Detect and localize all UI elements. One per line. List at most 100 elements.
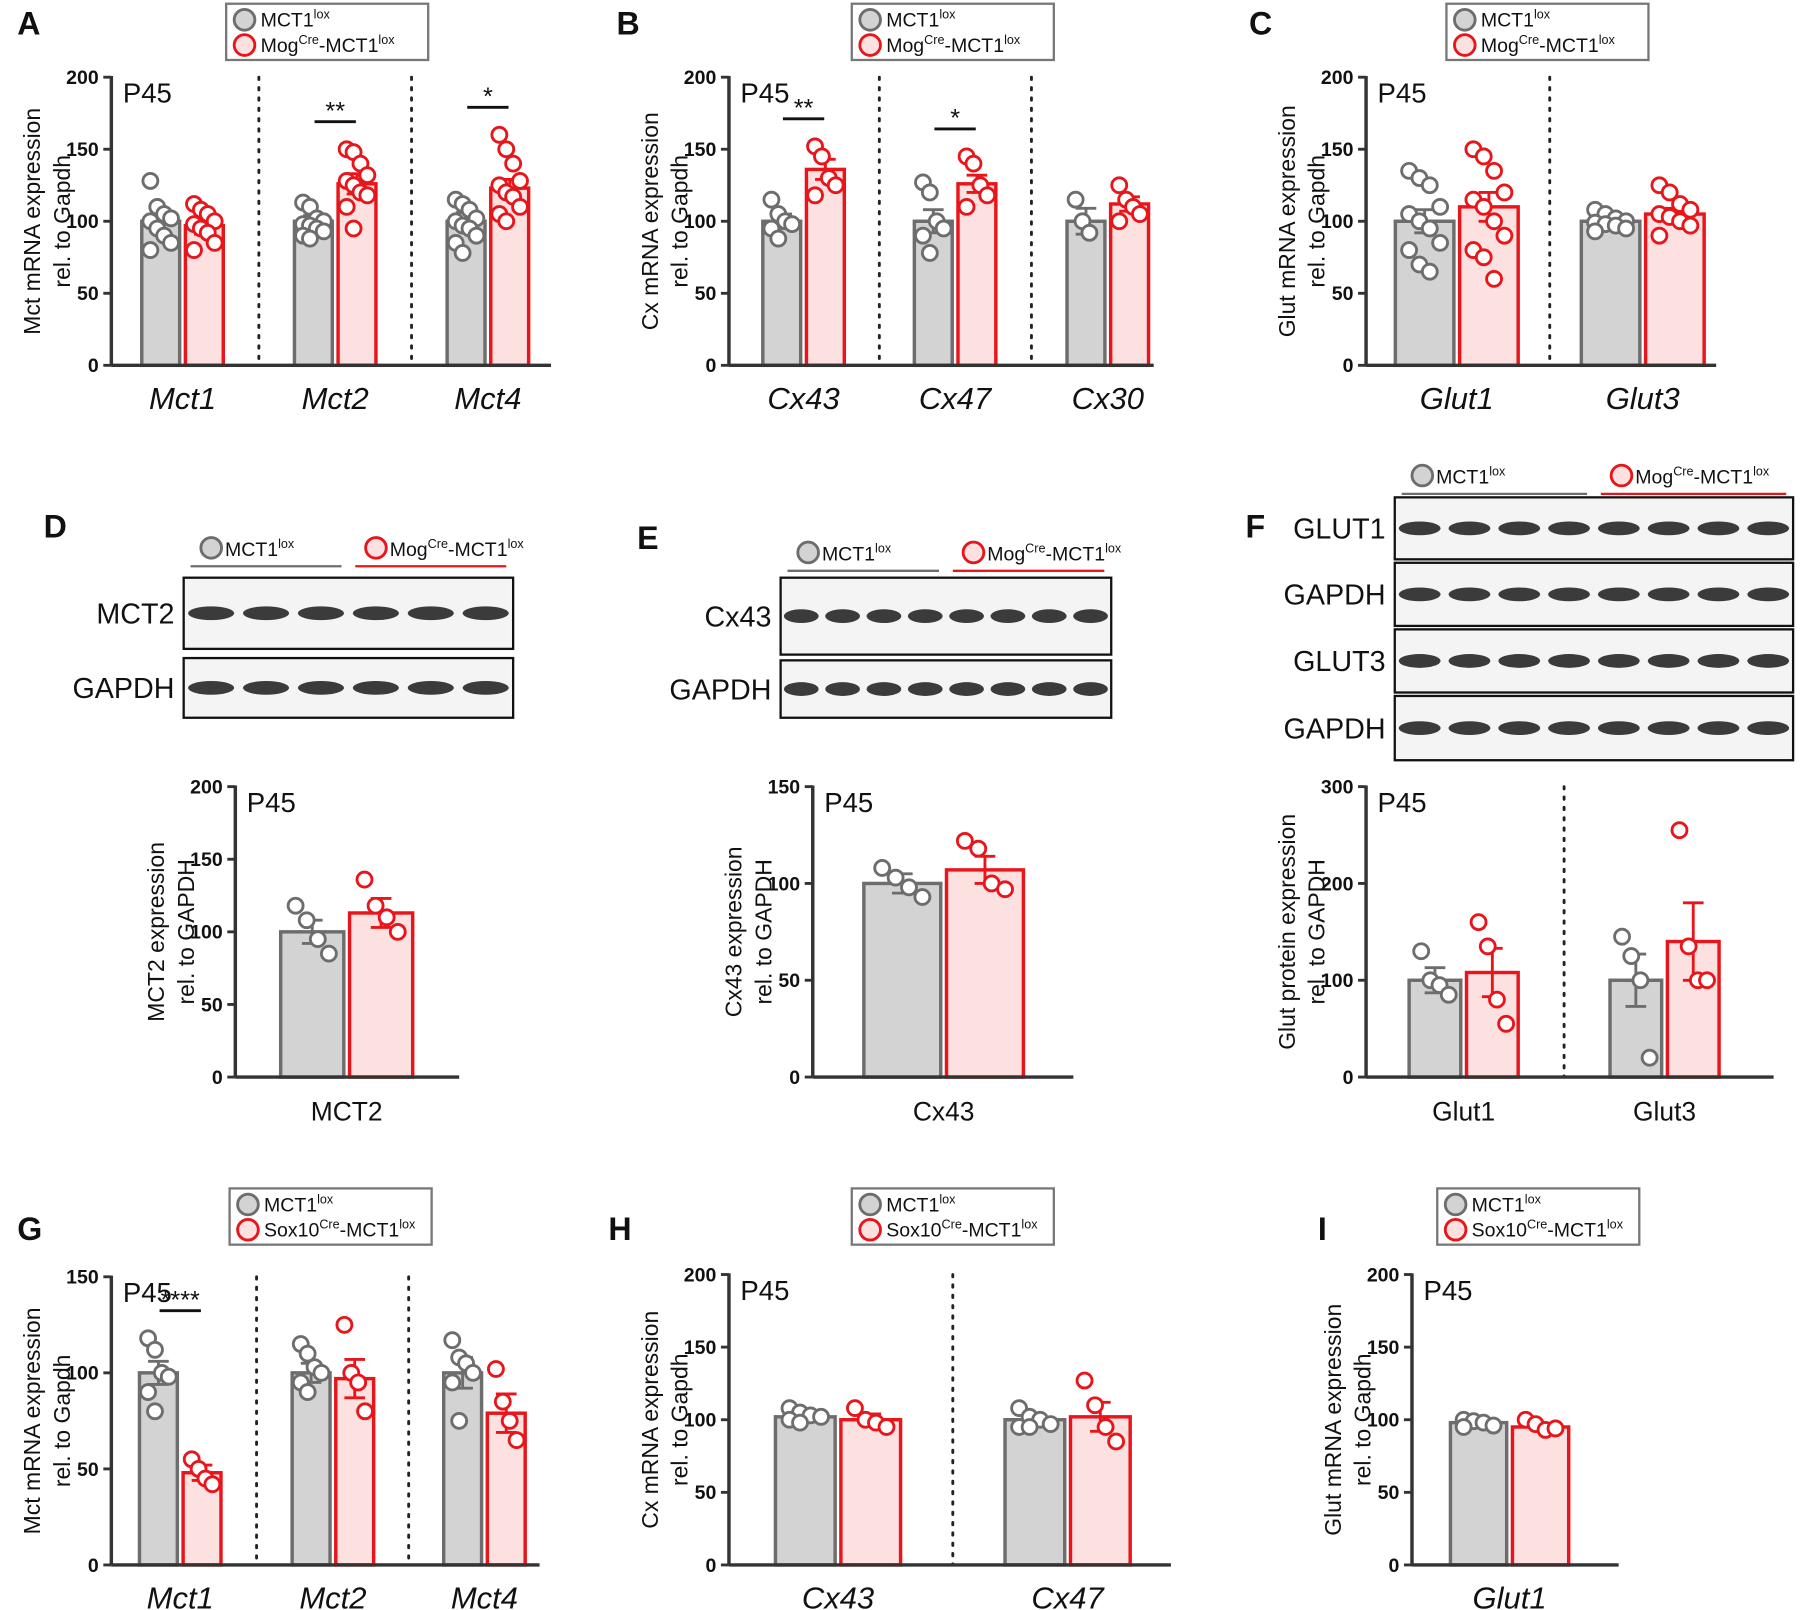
y-tick-label: 0 (1389, 1555, 1400, 1577)
legend-label: MCT1lox (886, 1192, 956, 1216)
label-part: MCT1 (264, 1194, 317, 1216)
data-point (762, 190, 781, 209)
y-axis-label: rel. to Gapdh (1304, 155, 1330, 288)
panel-letter: I (1318, 1211, 1327, 1247)
y-tick-label: 100 (1321, 970, 1354, 992)
blot-band (1597, 587, 1640, 602)
panel-letter: E (637, 520, 658, 556)
data-point (913, 888, 932, 906)
blot-band (1647, 654, 1690, 668)
data-point (298, 1383, 317, 1401)
data-point (1080, 223, 1099, 242)
legend-box (1436, 1187, 1641, 1246)
x-tick-label: Mct2 (302, 381, 369, 416)
data-point (1650, 226, 1669, 245)
legend-marker (236, 1217, 260, 1242)
label-part: Sox10 (886, 1220, 941, 1242)
data-point (297, 911, 316, 930)
subtitle: P45 (824, 787, 873, 818)
data-point (301, 229, 319, 248)
label-part: -MCT1 (1046, 543, 1106, 565)
group-marker (961, 540, 986, 565)
blot-band (462, 606, 509, 621)
blot-band (990, 682, 1026, 696)
superscript: lox (317, 1192, 334, 1206)
data-point (1640, 1048, 1659, 1067)
superscript: lox (1599, 33, 1616, 47)
legend-marker (1443, 1192, 1468, 1217)
blot-band (1448, 654, 1491, 668)
label-part: -MCT1 (1539, 35, 1599, 57)
y-tick-label: 150 (1367, 1337, 1400, 1359)
y-tick-label: 100 (684, 1410, 717, 1432)
y-tick-label: 100 (66, 1363, 99, 1385)
superscript: lox (508, 537, 525, 551)
data-point (1474, 147, 1493, 166)
blot-band (407, 681, 454, 695)
blot-band (1073, 609, 1108, 624)
superscript: Cre (1527, 1218, 1547, 1232)
legend-label: MogCre-MCT1lox (1635, 465, 1770, 489)
y-tick-label: 200 (1321, 873, 1354, 895)
blot-band (1073, 682, 1108, 696)
significance-label: * (483, 83, 493, 111)
blot-band (1031, 609, 1067, 624)
data-point (1107, 1432, 1126, 1451)
blot-band (1747, 721, 1790, 735)
legend-label: MCT1lox (1481, 8, 1551, 32)
superscript: lox (1105, 541, 1122, 555)
data-point (185, 241, 203, 259)
bar (441, 1371, 484, 1567)
group-marker (1410, 463, 1435, 488)
data-point (507, 1431, 526, 1449)
superscript: lox (314, 8, 331, 22)
superscript: Cre (924, 33, 944, 47)
data-point (1420, 262, 1439, 281)
blot-band (866, 609, 902, 624)
legend-label: MogCre-MCT1lox (261, 33, 396, 57)
superscript: Cre (428, 537, 448, 551)
blot-band (352, 681, 399, 695)
x-tick-label: Cx43 (802, 1581, 874, 1610)
data-point (1075, 1371, 1094, 1390)
legend-label: MCT1lox (886, 8, 956, 32)
data-point (511, 172, 529, 190)
bar (1579, 219, 1642, 368)
legend-label: MogCre-MCT1lox (390, 537, 525, 561)
superscript: lox (1525, 1192, 1542, 1206)
blot-band (1548, 654, 1590, 668)
data-point (1485, 212, 1503, 231)
data-point (308, 930, 327, 949)
data-point (159, 1367, 178, 1386)
data-point (286, 896, 305, 915)
bar (1003, 1418, 1067, 1567)
y-axis-label: Glut mRNA expression (1320, 1304, 1346, 1536)
data-point (1439, 985, 1458, 1004)
group-marker (199, 536, 223, 560)
data-point (920, 183, 939, 202)
x-tick-label: Glut3 (1633, 1097, 1696, 1127)
blot-band (1647, 587, 1690, 602)
superscript: lox (1534, 8, 1551, 22)
superscript: Cre (319, 1218, 339, 1232)
data-point (366, 896, 385, 915)
y-axis-label: rel. to Gapdh (667, 155, 693, 288)
blot-band (1498, 654, 1541, 668)
blot-band (1647, 721, 1690, 735)
superscript: lox (875, 541, 892, 555)
panel-letter: A (17, 6, 40, 42)
blot-band (407, 606, 454, 621)
blot-frame (182, 576, 515, 651)
superscript: Cre (1519, 33, 1539, 47)
y-tick-label: 50 (1332, 283, 1354, 305)
blot-row-label: GAPDH (669, 674, 771, 706)
y-tick-label: 150 (768, 777, 801, 799)
blot-band (783, 682, 819, 696)
legend-marker (858, 8, 882, 32)
data-point (344, 219, 363, 238)
subtitle: P45 (740, 1275, 789, 1306)
data-point (1495, 226, 1514, 245)
y-axis-label: rel. to Gapdh (49, 155, 75, 288)
data-point (464, 1363, 482, 1382)
